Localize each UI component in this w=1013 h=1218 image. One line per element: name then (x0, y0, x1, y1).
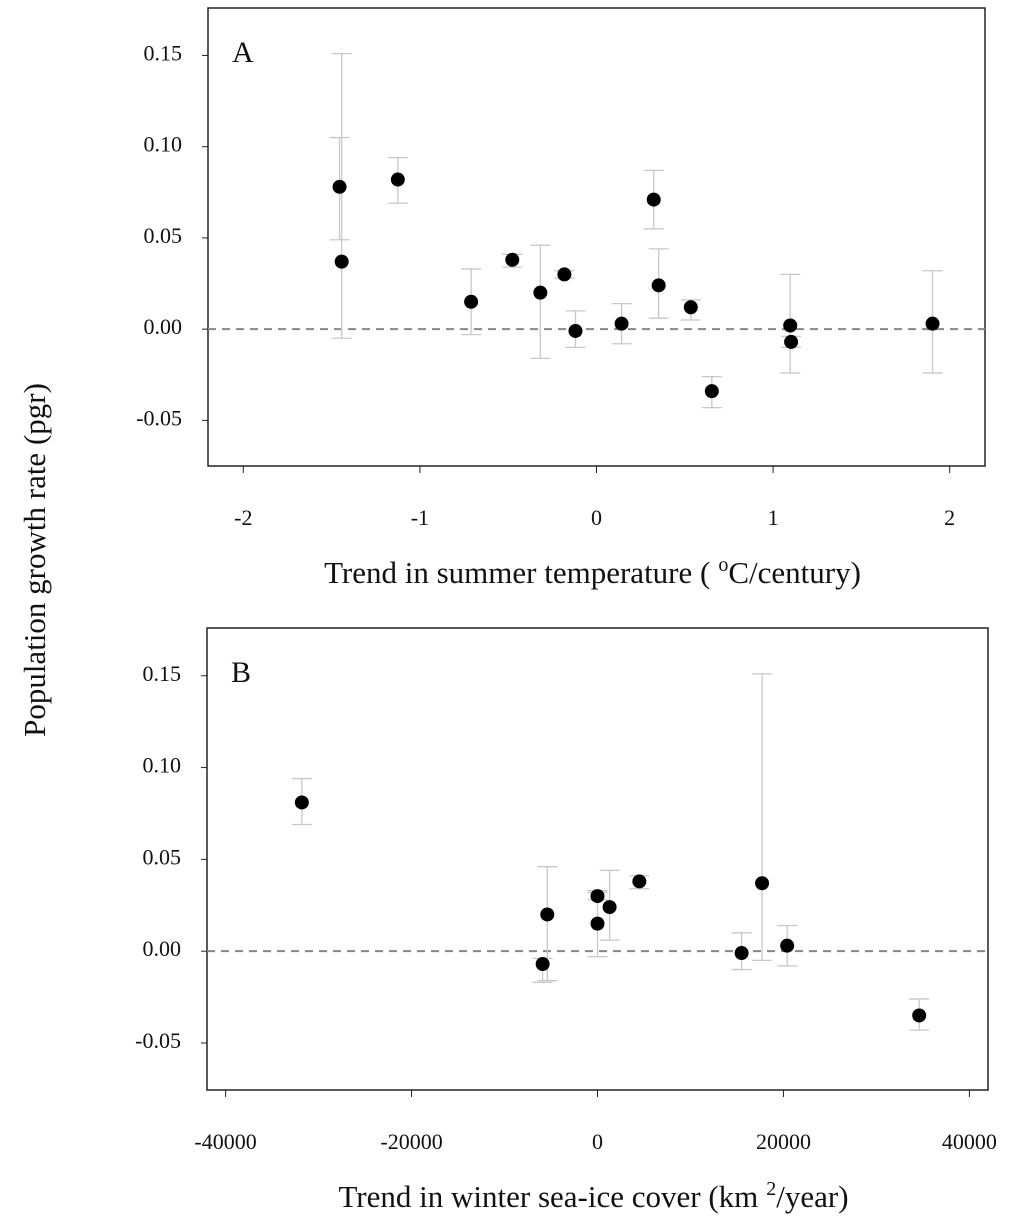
y-tick-label: -0.05 (136, 405, 182, 430)
x-tick-label: -40000 (194, 1129, 256, 1154)
y-tick-label: -0.05 (135, 1028, 181, 1053)
x-tick-label: -20000 (380, 1129, 442, 1154)
point (332, 179, 347, 194)
point (334, 254, 349, 269)
point (651, 278, 666, 293)
point (784, 334, 799, 349)
panel-label: A (232, 36, 254, 69)
point (755, 876, 770, 891)
point (912, 1008, 927, 1023)
error-bar (752, 673, 773, 962)
y-tick-label: 0.15 (144, 40, 183, 65)
y-axis-label: Population growth rate (pgr) (17, 383, 52, 737)
panel-label: B (231, 656, 251, 689)
y-tick-label: 0.00 (143, 936, 182, 961)
point (590, 916, 605, 931)
x-axis-label-main: Trend in winter sea-ice cover (km (338, 1179, 758, 1214)
x-axis-label-main: Trend in summer temperature ( (324, 555, 710, 590)
y-tick-label: 0.05 (143, 844, 182, 869)
point (533, 285, 548, 300)
x-axis-label-end: /year) (776, 1179, 848, 1214)
point (557, 267, 572, 282)
plot-frame (207, 7, 986, 467)
point (540, 907, 555, 922)
point (614, 316, 629, 331)
y-tick-label: 0.10 (143, 753, 182, 778)
x-axis-label-sup: 2 (766, 1178, 776, 1200)
y-tick-label: 0.15 (143, 661, 182, 686)
y-tick-label: 0.10 (144, 132, 183, 157)
error-bar (331, 52, 352, 339)
x-tick-label: 20000 (756, 1129, 811, 1154)
point (632, 874, 647, 889)
error-bar (530, 244, 551, 359)
x-tick-label: 2 (944, 505, 955, 530)
point (780, 938, 795, 953)
point (925, 316, 940, 331)
x-tick-label: 40000 (942, 1129, 997, 1154)
x-axis-label: Trend in summer temperature ( oC/century) (324, 554, 861, 591)
point (535, 957, 550, 972)
point (704, 384, 719, 399)
x-axis-label-end: C/century) (728, 555, 861, 590)
point (646, 192, 661, 207)
point (734, 946, 749, 961)
point (294, 795, 309, 810)
point (590, 889, 605, 904)
x-tick-label: 0 (591, 505, 602, 530)
point (568, 323, 583, 338)
y-tick-label: 0.00 (144, 314, 183, 339)
point (683, 300, 698, 315)
plot-frame (206, 627, 989, 1091)
x-tick-label: 1 (768, 505, 779, 530)
point (505, 252, 520, 267)
point (390, 172, 405, 187)
point (464, 294, 479, 309)
x-tick-label: -1 (411, 505, 429, 530)
x-tick-label: 0 (592, 1129, 603, 1154)
point (602, 900, 617, 915)
x-tick-label: -2 (234, 505, 252, 530)
x-axis-label-sup: o (718, 554, 728, 576)
y-tick-label: 0.05 (144, 223, 183, 248)
x-axis-label: Trend in winter sea-ice cover (km 2/year) (338, 1178, 848, 1215)
point (783, 318, 798, 333)
